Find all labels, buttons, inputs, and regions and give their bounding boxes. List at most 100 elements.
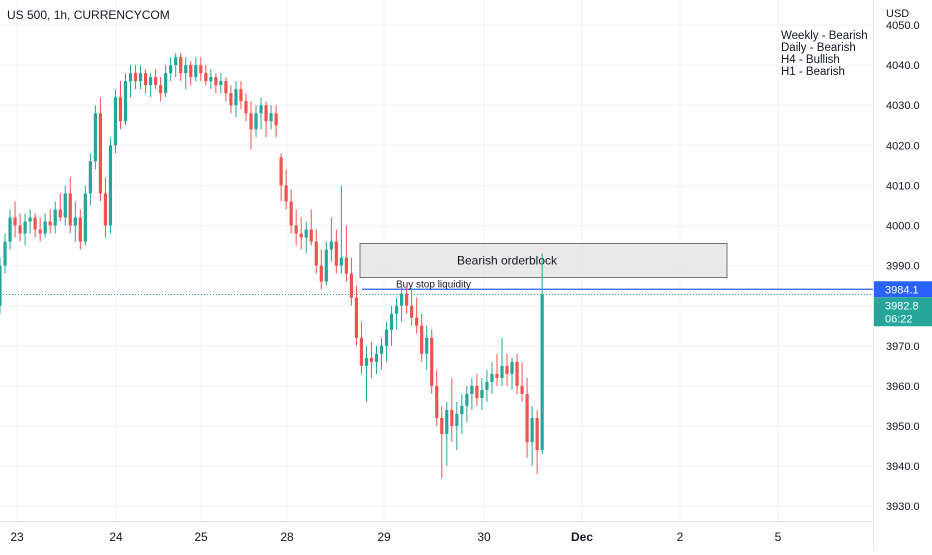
- candle[interactable]: [329, 217, 333, 262]
- candle[interactable]: [143, 69, 148, 94]
- time-axis[interactable]: 23 24 25 28 29 30 Dec 2 5: [10, 530, 781, 544]
- candle[interactable]: [13, 201, 17, 238]
- candle[interactable]: [184, 57, 188, 90]
- candle[interactable]: [154, 69, 158, 90]
- candle[interactable]: [389, 305, 394, 346]
- candle[interactable]: [495, 353, 499, 386]
- candle[interactable]: [43, 213, 47, 238]
- candle[interactable]: [234, 81, 238, 118]
- candle[interactable]: [284, 169, 288, 210]
- candle[interactable]: [475, 373, 479, 406]
- candle[interactable]: [224, 77, 228, 102]
- candle[interactable]: [440, 405, 444, 479]
- candle[interactable]: [294, 209, 298, 246]
- candle[interactable]: [68, 177, 72, 234]
- candle[interactable]: [159, 77, 163, 102]
- candle[interactable]: [98, 97, 102, 202]
- candle[interactable]: [279, 153, 283, 202]
- candle[interactable]: [369, 341, 374, 378]
- candle[interactable]: [194, 57, 198, 82]
- candle[interactable]: [485, 369, 489, 402]
- candle[interactable]: [18, 213, 22, 242]
- candle[interactable]: [420, 313, 424, 362]
- candle[interactable]: [324, 241, 328, 286]
- candle[interactable]: [138, 65, 143, 90]
- candle[interactable]: [490, 361, 494, 394]
- candle[interactable]: [169, 57, 173, 82]
- candle[interactable]: [128, 65, 133, 98]
- candle[interactable]: [460, 393, 464, 435]
- candle[interactable]: [384, 321, 389, 362]
- candle[interactable]: [259, 97, 263, 130]
- candle[interactable]: [374, 345, 379, 374]
- candle[interactable]: [334, 229, 338, 274]
- candle[interactable]: [209, 69, 213, 90]
- candle[interactable]: [199, 57, 203, 82]
- candle[interactable]: [379, 337, 384, 370]
- candle[interactable]: [53, 201, 57, 234]
- candle[interactable]: [83, 185, 87, 246]
- candle[interactable]: [304, 221, 308, 254]
- candle[interactable]: [133, 65, 138, 90]
- candle[interactable]: [204, 65, 208, 86]
- candle[interactable]: [0, 257, 2, 314]
- candle[interactable]: [123, 73, 128, 126]
- candle[interactable]: [540, 253, 544, 455]
- candle[interactable]: [48, 209, 52, 234]
- candle[interactable]: [415, 297, 419, 334]
- candle[interactable]: [354, 285, 359, 346]
- candle[interactable]: [319, 249, 323, 290]
- candle[interactable]: [103, 177, 108, 238]
- candle[interactable]: [239, 81, 243, 110]
- candle[interactable]: [264, 101, 268, 138]
- symbol-title[interactable]: US 500, 1h, CURRENCYCOM: [7, 8, 170, 22]
- candle[interactable]: [525, 377, 529, 459]
- candle[interactable]: [344, 225, 348, 282]
- candle[interactable]: [430, 329, 434, 394]
- candle[interactable]: [359, 321, 364, 374]
- candle[interactable]: [113, 89, 118, 154]
- candle[interactable]: [530, 405, 534, 467]
- candle[interactable]: [174, 53, 178, 78]
- candle[interactable]: [38, 217, 42, 242]
- candle[interactable]: [505, 353, 509, 386]
- candle[interactable]: [435, 369, 439, 426]
- candle[interactable]: [299, 217, 303, 250]
- candle[interactable]: [164, 65, 168, 98]
- candle[interactable]: [314, 229, 318, 274]
- candle[interactable]: [445, 401, 449, 467]
- candle[interactable]: [480, 377, 484, 410]
- candle[interactable]: [78, 209, 82, 250]
- candle[interactable]: [470, 377, 474, 410]
- candle[interactable]: [405, 285, 409, 314]
- candle[interactable]: [309, 209, 313, 246]
- candle[interactable]: [254, 105, 258, 138]
- candle[interactable]: [8, 209, 12, 250]
- candle[interactable]: [93, 105, 97, 170]
- candle[interactable]: [244, 93, 248, 122]
- candle[interactable]: [58, 193, 62, 222]
- candle[interactable]: [63, 185, 67, 226]
- bearish-orderblock-zone[interactable]: [359, 243, 728, 279]
- candle[interactable]: [149, 73, 153, 98]
- candle[interactable]: [349, 257, 353, 306]
- candle[interactable]: [219, 73, 223, 94]
- candle[interactable]: [23, 213, 27, 246]
- candle[interactable]: [510, 357, 514, 390]
- candle[interactable]: [274, 105, 278, 138]
- candle[interactable]: [535, 409, 539, 475]
- candle[interactable]: [400, 285, 404, 322]
- candle[interactable]: [229, 85, 233, 114]
- candle[interactable]: [108, 137, 113, 234]
- candle[interactable]: [520, 361, 524, 402]
- candle[interactable]: [410, 289, 414, 326]
- candle[interactable]: [289, 189, 293, 234]
- candle[interactable]: [515, 353, 519, 394]
- candle[interactable]: [465, 385, 469, 422]
- candle[interactable]: [455, 401, 459, 451]
- candle[interactable]: [425, 325, 429, 370]
- candle[interactable]: [214, 73, 218, 94]
- candle[interactable]: [500, 337, 504, 386]
